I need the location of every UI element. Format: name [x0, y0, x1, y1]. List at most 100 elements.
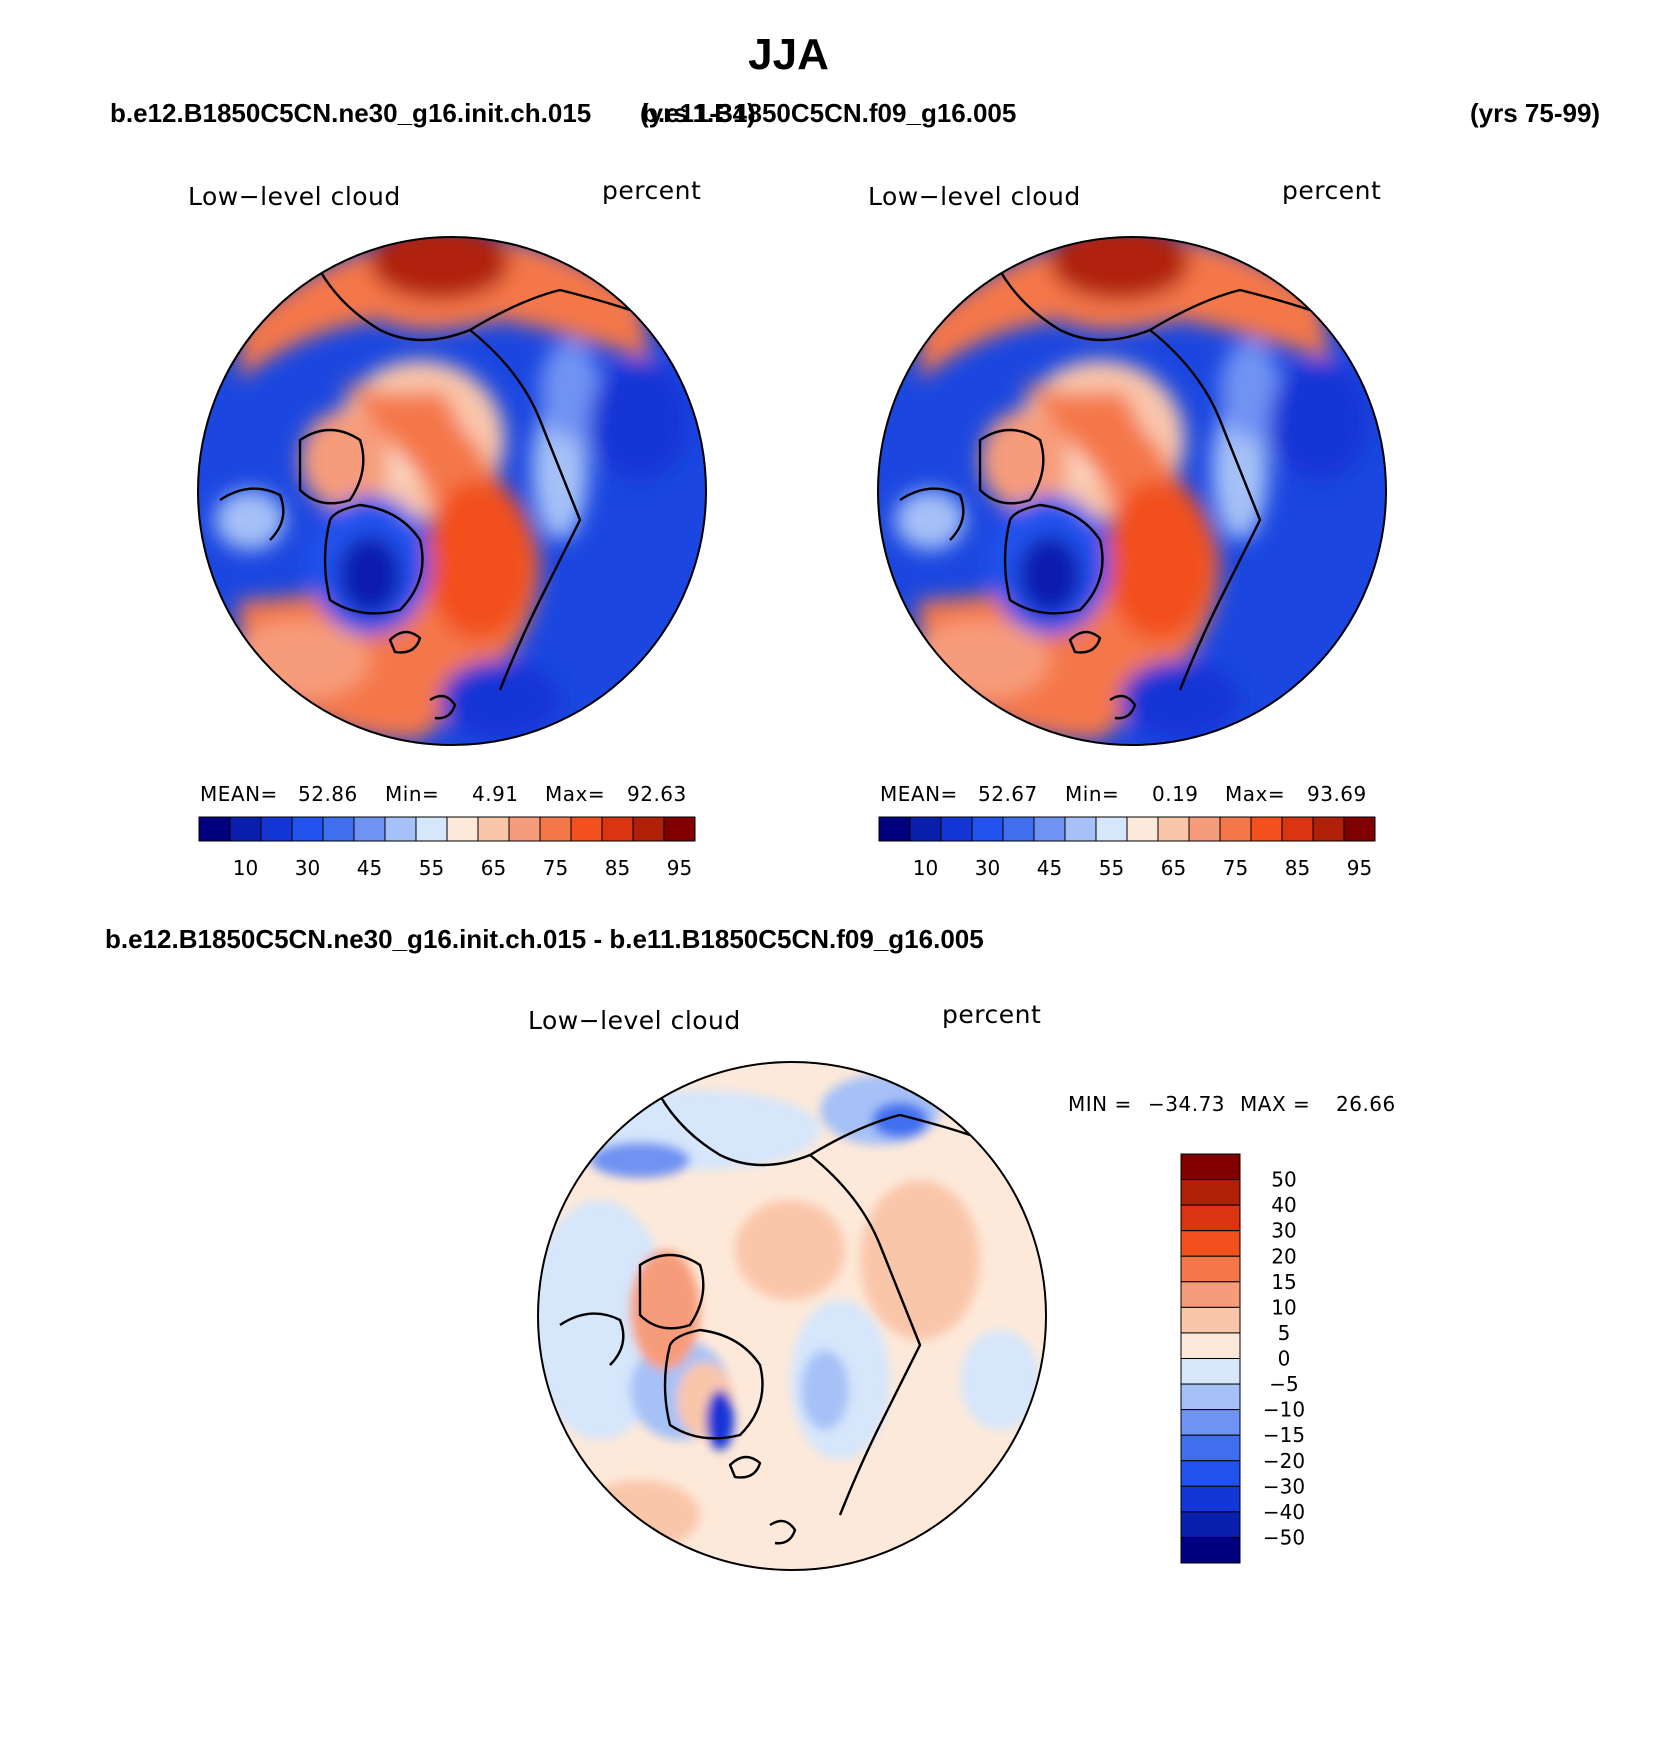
colorbar-tick-label: −15: [1263, 1423, 1305, 1447]
years-test: (yrs 1-34): [640, 98, 756, 128]
colorbar-tick-label: 95: [667, 856, 692, 880]
colorbar-swatch: [1095, 816, 1128, 842]
colorbar-tick-label: 75: [543, 856, 568, 880]
colorbar-control: 10 30 45 55 65 75 85 95: [878, 816, 1376, 880]
colorbar-swatch: [1180, 1153, 1241, 1181]
colorbar-tick-label: −30: [1263, 1474, 1305, 1498]
colorbar-tick-label: 65: [481, 856, 506, 880]
panel-control-mean-label: MEAN=: [880, 782, 958, 806]
panel-control-max-label: Max=: [1225, 782, 1286, 806]
colorbar-tick-label: 45: [1037, 856, 1062, 880]
panel-test-units: percent: [602, 176, 702, 205]
colorbar-swatch: [322, 816, 355, 842]
colorbar-swatch: [384, 816, 417, 842]
colorbar-test: 10 30 45 55 65 75 85 95: [198, 816, 696, 880]
colorbar-swatch: [1312, 816, 1345, 842]
colorbar-tick-label: 65: [1161, 856, 1186, 880]
colorbar-swatch: [291, 816, 324, 842]
colorbar-tick-label: −20: [1263, 1449, 1305, 1473]
colorbar-tick-label: 10: [913, 856, 938, 880]
colorbar-swatch: [1126, 816, 1159, 842]
colorbar-swatch: [1002, 816, 1035, 842]
panel-difference-units: percent: [942, 1000, 1042, 1029]
panel-test-max-value: 92.63: [627, 782, 687, 806]
colorbar-tick-label: 95: [1347, 856, 1372, 880]
colorbar-swatch: [353, 816, 386, 842]
colorbar-swatch: [1180, 1179, 1241, 1206]
panel-difference-min-label: MIN =: [1068, 1092, 1132, 1116]
panel-test-min-value: 4.91: [472, 782, 519, 806]
panel-control-min-label: Min=: [1065, 782, 1120, 806]
colorbar-tick-label: −50: [1263, 1525, 1305, 1549]
colorbar-swatch: [1180, 1230, 1241, 1257]
colorbar-swatch: [415, 816, 448, 842]
panel-control-min-value: 0.19: [1152, 782, 1199, 806]
colorbar-swatch: [1188, 816, 1221, 842]
colorbar-tick-label: −10: [1263, 1398, 1305, 1422]
colorbar-swatch: [1180, 1383, 1241, 1411]
panel-test-variable: Low−level cloud: [188, 182, 401, 211]
colorbar-swatch: [539, 816, 572, 842]
colorbar-tick-label: 0: [1278, 1347, 1291, 1371]
colorbar-swatch: [1343, 816, 1376, 842]
colorbar-swatch: [909, 816, 942, 842]
colorbar-tick-label: 30: [1271, 1219, 1296, 1243]
colorbar-tick-label: 5: [1278, 1321, 1291, 1345]
colorbar-swatch: [1180, 1306, 1241, 1334]
colorbar-tick-label: −40: [1263, 1500, 1305, 1524]
colorbar-swatch: [1180, 1204, 1241, 1232]
colorbar-tick-label: 20: [1271, 1244, 1296, 1268]
colorbar-tick-label: 50: [1271, 1168, 1296, 1192]
panel-control-max-value: 93.69: [1307, 782, 1367, 806]
case-name-test: b.e12.B1850C5CN.ne30_g16.init.ch.015: [110, 98, 592, 128]
colorbar-swatch: [1064, 816, 1097, 842]
polar-map-test: [197, 236, 707, 746]
colorbar-tick-label: 40: [1271, 1193, 1296, 1217]
colorbar-swatch: [878, 816, 911, 842]
polar-map-difference: [537, 1061, 1047, 1571]
colorbar-swatch: [1219, 816, 1252, 842]
colorbar-tick-label: 10: [1271, 1295, 1296, 1319]
colorbar-swatch: [1180, 1255, 1241, 1283]
panel-difference-max-value: 26.66: [1336, 1092, 1396, 1116]
case-name-control: b.e11.B1850C5CN.f09_g16.005: [642, 98, 1017, 128]
years-control: (yrs 75-99): [1470, 98, 1601, 128]
panel-difference-min-value: −34.73: [1148, 1092, 1226, 1116]
colorbar-tick-label: 85: [1285, 856, 1310, 880]
colorbar-tick-label: 10: [233, 856, 258, 880]
colorbar-swatch: [260, 816, 293, 842]
colorbar-swatch: [1180, 1409, 1241, 1436]
colorbar-tick-label: 30: [295, 856, 320, 880]
colorbar-swatch: [1033, 816, 1066, 842]
colorbar-swatch: [1180, 1281, 1241, 1308]
colorbar-tick-label: 75: [1223, 856, 1248, 880]
panel-control-variable: Low−level cloud: [868, 182, 1081, 211]
difference-title: b.e12.B1850C5CN.ne30_g16.init.ch.015 - b…: [105, 924, 984, 954]
colorbar-tick-label: 55: [419, 856, 444, 880]
page-title: JJA: [748, 30, 829, 79]
colorbar-tick-label: 85: [605, 856, 630, 880]
polar-map-control: [877, 236, 1387, 746]
colorbar-swatch: [508, 816, 541, 842]
colorbar-swatch: [446, 816, 479, 842]
colorbar-swatch: [1180, 1460, 1241, 1487]
colorbar-swatch: [632, 816, 665, 842]
colorbar-swatch: [1180, 1358, 1241, 1385]
colorbar-swatch: [229, 816, 262, 842]
colorbar-tick-label: −5: [1269, 1372, 1298, 1396]
panel-control-units: percent: [1282, 176, 1382, 205]
panel-control-mean-value: 52.67: [978, 782, 1038, 806]
colorbar-swatch: [1180, 1485, 1241, 1513]
panel-test-max-label: Max=: [545, 782, 606, 806]
colorbar-swatch: [663, 816, 696, 842]
panel-difference-variable: Low−level cloud: [528, 1006, 741, 1035]
panel-test-mean-value: 52.86: [298, 782, 358, 806]
colorbar-swatch: [1157, 816, 1190, 842]
colorbar-swatch: [1250, 816, 1283, 842]
colorbar-swatch: [1281, 816, 1314, 842]
colorbar-tick-label: 30: [975, 856, 1000, 880]
colorbar-tick-label: 55: [1099, 856, 1124, 880]
colorbar-swatch: [940, 816, 973, 842]
